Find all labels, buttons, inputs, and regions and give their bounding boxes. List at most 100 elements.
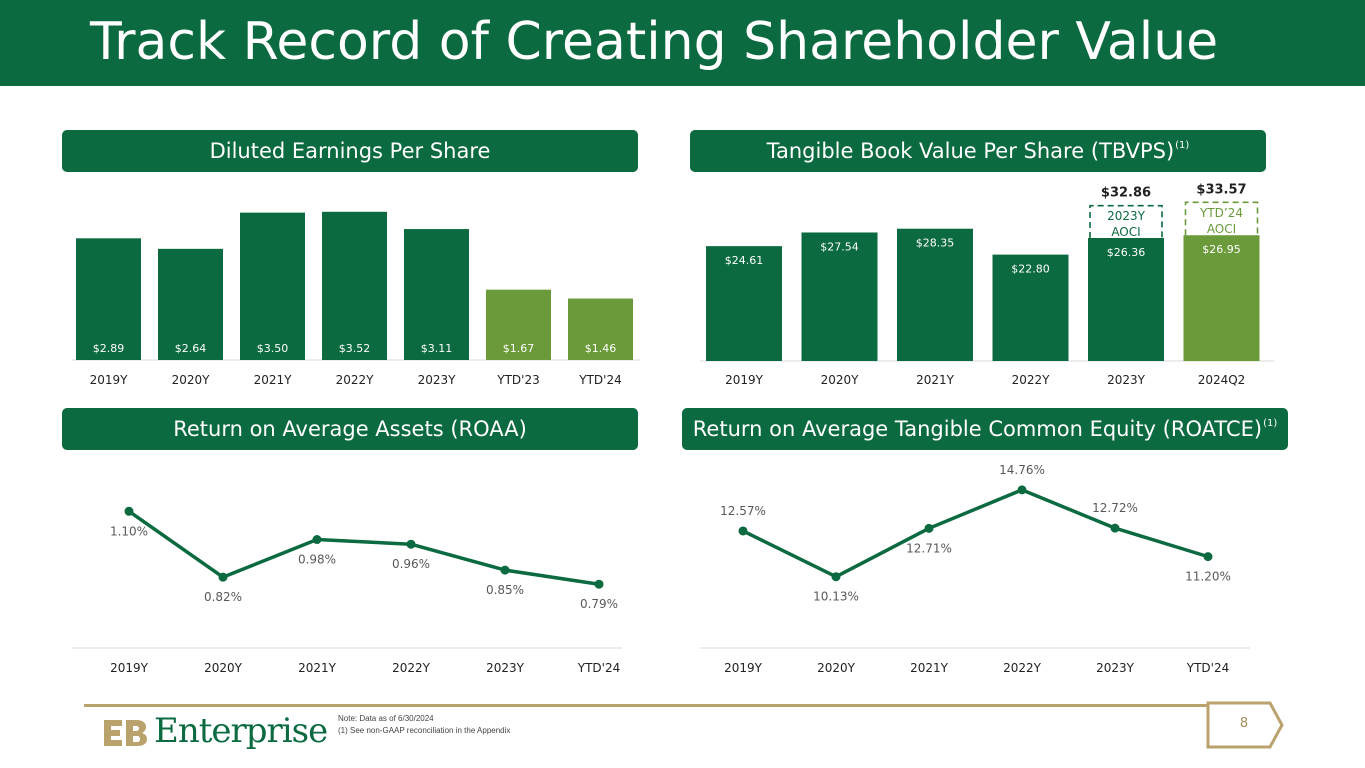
tbvps-bar-label: $26.36	[1107, 246, 1146, 259]
tbvps-bar	[706, 246, 782, 361]
tbvps-x-tick: 2020Y	[821, 373, 860, 387]
tbvps-x-tick: 2023Y	[1107, 373, 1146, 387]
eps-x-tick: 2019Y	[90, 373, 129, 387]
roaa-data-label: 0.96%	[392, 557, 430, 571]
tbvps-bar	[992, 254, 1069, 361]
roaa-point	[500, 565, 510, 575]
tbvps-bar-label: $28.35	[916, 237, 955, 250]
page-number: 8	[1239, 716, 1249, 731]
roaa-point	[406, 539, 416, 549]
roaa-x-tick: 2020Y	[204, 661, 243, 675]
roatce-point	[924, 523, 934, 533]
page-number-flag	[1206, 701, 1284, 749]
roatce-data-label: 14.76%	[999, 463, 1045, 477]
tbvps-bar	[1088, 237, 1164, 361]
roatce-point	[738, 526, 748, 536]
eps-bar-label: $3.52	[339, 342, 371, 355]
roatce-data-label: 10.13%	[813, 590, 859, 604]
roaa-header-text: Return on Average Assets (ROAA)	[173, 417, 527, 441]
eps-bar-label: $3.50	[257, 342, 289, 355]
roatce-panel-header: Return on Average Tangible Common Equity…	[682, 408, 1288, 450]
footnotes: Note: Data as of 6/30/2024 (1) See non-G…	[338, 713, 510, 737]
tbvps-aoci-label: AOCI	[1111, 225, 1140, 239]
roaa-line	[127, 509, 600, 586]
tbvps-aoci-label: 2023Y	[1107, 209, 1146, 223]
roatce-data-label: 11.20%	[1185, 570, 1231, 584]
roaa-x-tick: 2019Y	[110, 661, 149, 675]
eps-x-tick: 2023Y	[418, 373, 457, 387]
roatce-point	[831, 572, 841, 582]
roatce-data-label: 12.71%	[906, 541, 952, 555]
eps-bar	[404, 229, 469, 360]
roatce-line-chart: 12.57% 2019Y 10.13% 2020Y 12.71% 2021Y 14.76% 2…	[700, 463, 1250, 675]
roaa-point	[594, 579, 604, 589]
roaa-panel-header: Return on Average Assets (ROAA)	[62, 408, 638, 450]
roaa-x-tick: 2021Y	[298, 661, 337, 675]
tbvps-bar-label: $27.54	[820, 240, 859, 253]
tbvps-aoci-label: AOCI	[1207, 222, 1236, 236]
eps-header-text: Diluted Earnings Per Share	[209, 139, 491, 163]
enterprise-logo-icon	[104, 720, 147, 746]
eps-bar-label: $2.64	[175, 342, 207, 355]
tbvps-panel-header: Tangible Book Value Per Share (TBVPS) (1)	[690, 130, 1266, 172]
page-title: Track Record of Creating Shareholder Val…	[90, 12, 1219, 72]
tbvps-aoci-label: YTD’24	[1199, 206, 1243, 220]
roaa-data-label: 0.98%	[298, 553, 336, 567]
enterprise-logo: Enterprise	[100, 708, 328, 754]
eps-bar-label: $2.89	[93, 342, 125, 355]
roatce-line	[742, 488, 1209, 579]
roatce-point	[1110, 523, 1120, 533]
roatce-data-label: 12.57%	[720, 504, 766, 518]
eps-bar-label: $3.11	[421, 342, 453, 355]
roatce-x-tick: 2022Y	[1003, 661, 1042, 675]
note-reconciliation: (1) See non-GAAP reconciliation in the A…	[338, 726, 511, 735]
eps-bar	[568, 298, 633, 360]
tbvps-x-tick: 2022Y	[1012, 373, 1051, 387]
tbvps-x-tick: 2024Q2	[1198, 373, 1246, 387]
eps-bar	[240, 212, 305, 360]
roaa-point	[124, 506, 134, 516]
tbvps-x-tick: 2019Y	[725, 373, 764, 387]
roaa-data-label: 0.85%	[486, 583, 524, 597]
roaa-x-tick: 2022Y	[392, 661, 431, 675]
note-date: Note: Data as of 6/30/2024	[338, 714, 434, 723]
tbvps-total-label: $32.86	[1101, 186, 1151, 201]
tbvps-aoci-box	[1184, 201, 1259, 236]
eps-x-tick: 2021Y	[254, 373, 293, 387]
tbvps-bar	[1183, 235, 1260, 361]
roatce-point	[1017, 485, 1027, 495]
enterprise-logo-text: Enterprise	[154, 711, 328, 751]
tbvps-bar	[897, 228, 973, 361]
eps-x-tick: 2022Y	[336, 373, 375, 387]
roaa-data-label: 0.79%	[580, 597, 618, 611]
roaa-data-label: 0.82%	[204, 590, 242, 604]
roaa-point	[312, 535, 322, 545]
roatce-x-tick: YTD'24	[1186, 661, 1229, 675]
title-bar: Track Record of Creating Shareholder Val…	[0, 0, 1365, 86]
roatce-footnote-marker: (1)	[1263, 417, 1278, 429]
eps-bar	[322, 211, 387, 360]
tbvps-total-label: $33.57	[1196, 182, 1246, 197]
eps-bar	[158, 248, 223, 360]
tbvps-aoci-box	[1089, 204, 1163, 238]
roatce-data-label: 12.72%	[1092, 501, 1138, 515]
eps-bar-chart: $2.89 2019Y $2.64 2020Y $3.50 2021Y $3.52 2022Y…	[72, 211, 640, 387]
tbvps-bar	[801, 232, 878, 361]
tbvps-bar-label: $22.80	[1011, 263, 1050, 276]
eps-x-tick: 2020Y	[172, 373, 211, 387]
footer-divider	[84, 704, 1234, 707]
roaa-x-tick: 2023Y	[486, 661, 525, 675]
roaa-data-label: 1.10%	[110, 524, 148, 538]
roatce-x-tick: 2020Y	[817, 661, 856, 675]
eps-x-tick: YTD'24	[578, 373, 621, 387]
roatce-x-tick: 2021Y	[910, 661, 949, 675]
eps-bar	[76, 238, 141, 360]
roatce-x-tick: 2019Y	[724, 661, 763, 675]
roaa-point	[218, 572, 228, 582]
tbvps-footnote-marker: (1)	[1175, 139, 1190, 151]
tbvps-bar-chart: $24.61 2019Y $27.54 2020Y $28.35 2021Y $22.80 2…	[700, 182, 1274, 387]
roaa-x-tick: YTD'24	[577, 661, 620, 675]
roatce-header-text: Return on Average Tangible Common Equity…	[692, 417, 1263, 441]
tbvps-bar-label: $24.61	[725, 254, 764, 267]
eps-bar-label: $1.67	[503, 342, 535, 355]
